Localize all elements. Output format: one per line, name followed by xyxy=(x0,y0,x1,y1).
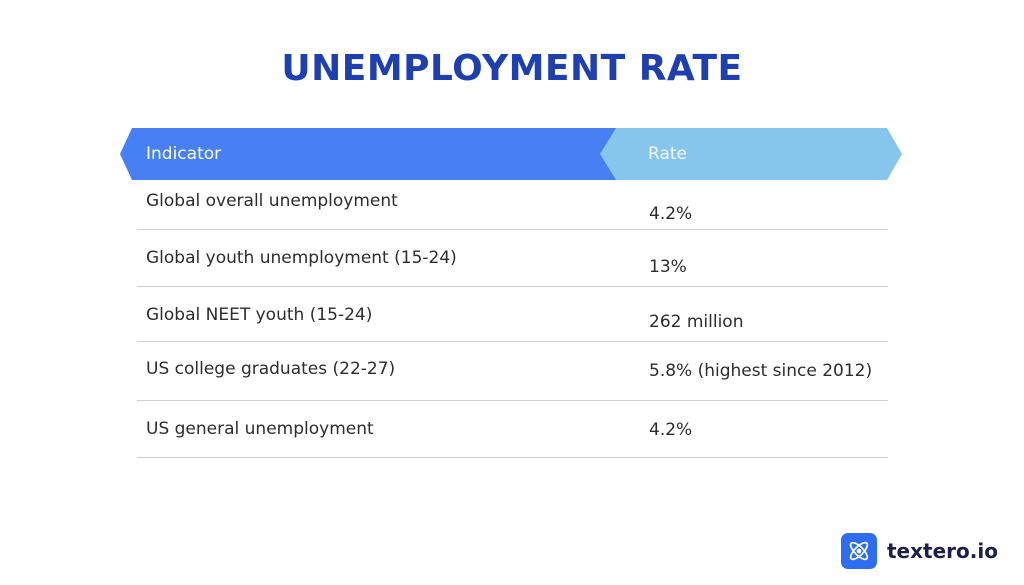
brand-name: textero.io xyxy=(887,539,998,563)
atom-icon xyxy=(841,533,877,569)
indicator-cell: US general unemployment xyxy=(146,419,374,439)
indicator-cell: US college graduates (22-27) xyxy=(146,359,396,379)
indicator-cell: Global NEET youth (15-24) xyxy=(146,305,373,325)
rate-cell: 5.8% (highest since 2012) xyxy=(649,361,873,381)
rate-cell: 13% xyxy=(649,257,687,277)
page-title: UNEMPLOYMENT RATE xyxy=(281,48,743,89)
rate-cell: 4.2% xyxy=(649,420,693,440)
table-row: US general unemployment 4.2% xyxy=(137,401,888,458)
table-row: US college graduates (22-27) 5.8% (highe… xyxy=(137,342,888,401)
table-row: Global overall unemployment 4.2% xyxy=(137,180,888,230)
rate-cell: 4.2% xyxy=(649,204,693,224)
table-header: Indicator Rate xyxy=(0,128,1024,180)
header-rate-bg xyxy=(600,128,902,180)
header-indicator-bg xyxy=(120,128,616,180)
table-row: Global youth unemployment (15-24) 13% xyxy=(137,230,888,287)
header-rate: Rate xyxy=(648,144,687,164)
table-row: Global NEET youth (15-24) 262 million xyxy=(137,287,888,342)
indicator-cell: Global overall unemployment xyxy=(146,191,398,211)
indicator-cell: Global youth unemployment (15-24) xyxy=(146,248,457,268)
rate-cell: 262 million xyxy=(649,312,744,332)
header-indicator: Indicator xyxy=(146,144,222,164)
